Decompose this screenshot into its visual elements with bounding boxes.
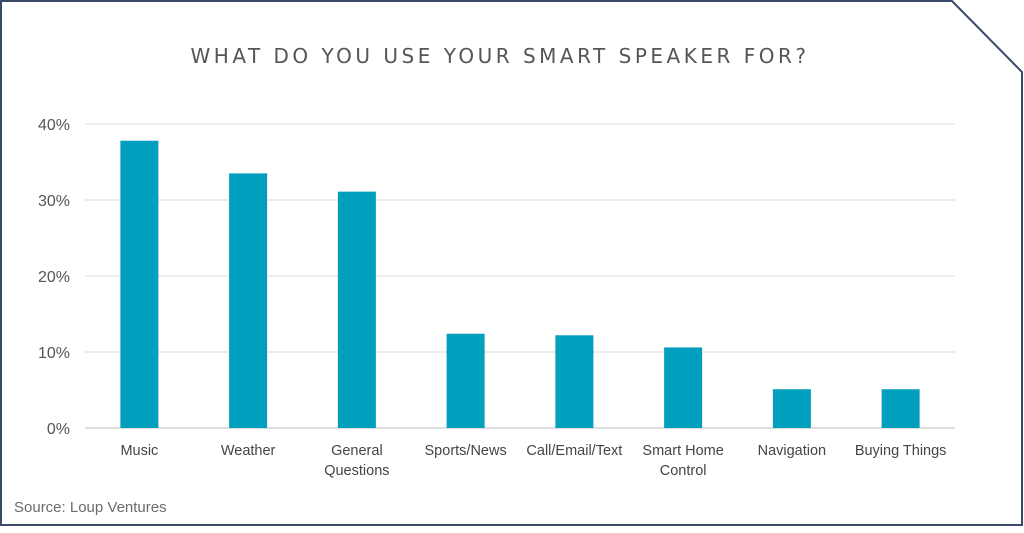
bar [120, 140, 159, 428]
x-tick-label: Music [120, 443, 158, 459]
bar [337, 191, 376, 428]
source-note: Source: Loup Ventures [14, 499, 167, 516]
y-tick-label: 20% [38, 269, 70, 286]
x-tick-label: Navigation [758, 443, 827, 459]
gridlines [85, 123, 955, 429]
bar [229, 173, 268, 428]
bar [664, 347, 703, 428]
bar [881, 389, 920, 428]
y-tick-label: 10% [38, 345, 70, 362]
y-tick-label: 40% [38, 117, 70, 134]
y-axis-labels: 0% 10% 20% 30% 40% [38, 117, 70, 438]
bar [772, 389, 811, 428]
y-tick-label: 30% [38, 193, 70, 210]
x-tick-label: Weather [221, 443, 276, 459]
x-tick-label: General Questions [324, 443, 389, 479]
chart-title: WHAT DO YOU USE YOUR SMART SPEAKER FOR? [190, 44, 810, 68]
x-tick-label: Sports/News [425, 443, 507, 459]
y-tick-label: 0% [47, 421, 70, 438]
bars [120, 140, 920, 428]
x-tick-label: Buying Things [855, 443, 947, 459]
x-axis-labels: Music Weather General Questions Sports/News C… [120, 443, 946, 479]
bar [555, 335, 594, 428]
x-tick-label: Smart Home Control [642, 443, 723, 479]
x-tick-label: Call/Email/Text [526, 443, 622, 459]
bar [446, 333, 485, 428]
